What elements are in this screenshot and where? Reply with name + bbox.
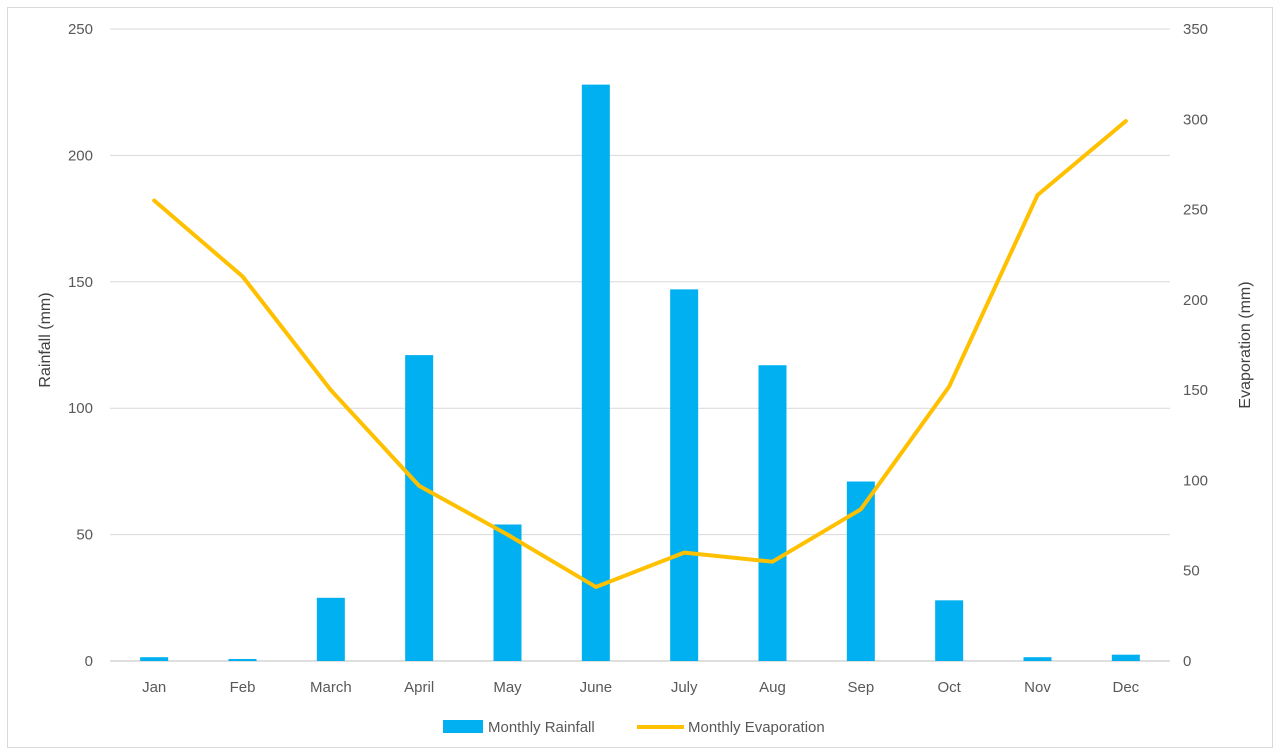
legend-swatch-rainfall: [443, 720, 483, 733]
right-tick-label: 100: [1183, 472, 1208, 489]
rainfall-bar: [228, 658, 257, 661]
rainfall-bar: [670, 289, 699, 661]
rainfall-bar: [758, 365, 787, 661]
category-tick-label: May: [493, 679, 522, 696]
left-tick-label: 150: [68, 274, 93, 291]
right-tick-label: 200: [1183, 292, 1208, 309]
category-tick-label: Feb: [230, 679, 256, 696]
right-tick-label: 0: [1183, 653, 1191, 670]
rainfall-bar: [493, 524, 522, 661]
rainfall-bar: [405, 355, 434, 661]
legend-label-rainfall: Monthly Rainfall: [488, 719, 595, 736]
category-axis-ticks: Jan Feb March April May June July Aug Sep Oct Nov D…: [142, 679, 1140, 696]
category-tick-label: Nov: [1024, 679, 1051, 696]
rainfall-bar: [1111, 654, 1140, 661]
category-tick-label: March: [310, 679, 352, 696]
left-tick-label: 250: [68, 21, 93, 38]
category-tick-label: Jan: [142, 679, 166, 696]
left-tick-label: 100: [68, 400, 93, 417]
rainfall-bar: [1023, 657, 1052, 661]
legend: Monthly Rainfall Monthly Evaporation: [443, 719, 825, 736]
left-axis-ticks: 0 50 100 150 200 250: [68, 21, 93, 670]
category-tick-label: July: [671, 679, 698, 696]
legend-label-evaporation: Monthly Evaporation: [688, 719, 825, 736]
right-tick-label: 250: [1183, 202, 1208, 219]
left-tick-label: 0: [85, 653, 93, 670]
left-axis-title: Rainfall (mm): [37, 292, 54, 387]
category-tick-label: Dec: [1112, 679, 1139, 696]
right-tick-label: 350: [1183, 21, 1208, 38]
category-tick-label: April: [404, 679, 434, 696]
right-tick-label: 50: [1183, 563, 1200, 580]
category-tick-label: Sep: [847, 679, 874, 696]
evaporation-line-group: [152, 119, 1128, 589]
left-tick-label: 200: [68, 147, 93, 164]
rainfall-bar: [581, 84, 610, 662]
category-tick-label: Aug: [759, 679, 786, 696]
category-tick-label: Oct: [937, 679, 961, 696]
rainfall-bar: [935, 600, 964, 661]
right-axis-title: Evaporation (mm): [1237, 281, 1254, 408]
chart-frame: [7, 7, 1273, 748]
gridlines: [110, 28, 1170, 662]
right-tick-label: 150: [1183, 382, 1208, 399]
rainfall-bars: [140, 84, 1140, 662]
left-tick-label: 50: [76, 527, 93, 544]
right-tick-label: 300: [1183, 111, 1208, 128]
rainfall-bar: [140, 657, 169, 661]
category-tick-label: June: [580, 679, 613, 696]
right-axis-ticks: 0 50 100 150 200 250 300 350: [1183, 21, 1208, 670]
evaporation-line: [152, 119, 1128, 589]
rainfall-bar: [316, 597, 345, 661]
